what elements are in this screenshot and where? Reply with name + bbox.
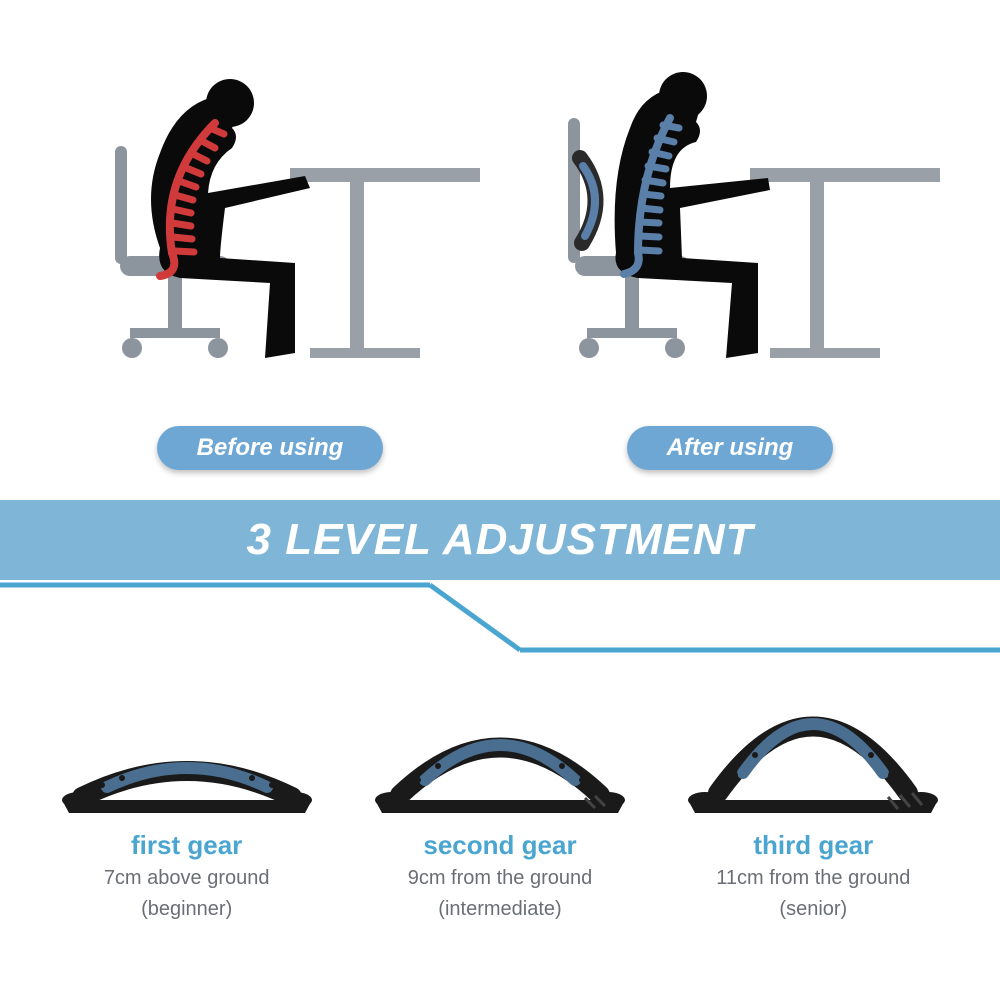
after-label-pill: After using — [627, 426, 834, 470]
banner-text: 3 LEVEL ADJUSTMENT — [247, 515, 754, 565]
gear3-measure: 11cm from the ground — [716, 865, 910, 892]
gear2-measure: 9cm from the ground — [408, 865, 593, 892]
before-illustration — [60, 48, 480, 408]
gears-row: first gear 7cm above ground (beginner) — [0, 670, 1000, 923]
desk-icon — [750, 168, 940, 358]
desk-icon — [290, 168, 480, 358]
connector-lines — [0, 580, 1000, 680]
banner: 3 LEVEL ADJUSTMENT — [0, 500, 1000, 580]
gear-2: second gear 9cm from the ground (interme… — [350, 670, 650, 923]
after-illustration — [520, 48, 940, 408]
gear-1: first gear 7cm above ground (beginner) — [37, 670, 337, 923]
gear3-level: (senior) — [779, 896, 847, 923]
gear2-level: (intermediate) — [438, 896, 561, 923]
gear1-title: first gear — [131, 830, 242, 861]
figure-after: After using — [520, 50, 940, 470]
gear1-level: (beginner) — [141, 896, 232, 923]
before-label-pill: Before using — [157, 426, 384, 470]
gear3-title: third gear — [753, 830, 873, 861]
posture-comparison: Before using — [0, 0, 1000, 470]
gear2-title: second gear — [423, 830, 576, 861]
gear-3: third gear 11cm from the ground (senior) — [663, 670, 963, 923]
gear1-measure: 7cm above ground — [104, 865, 270, 892]
figure-before: Before using — [60, 50, 480, 470]
